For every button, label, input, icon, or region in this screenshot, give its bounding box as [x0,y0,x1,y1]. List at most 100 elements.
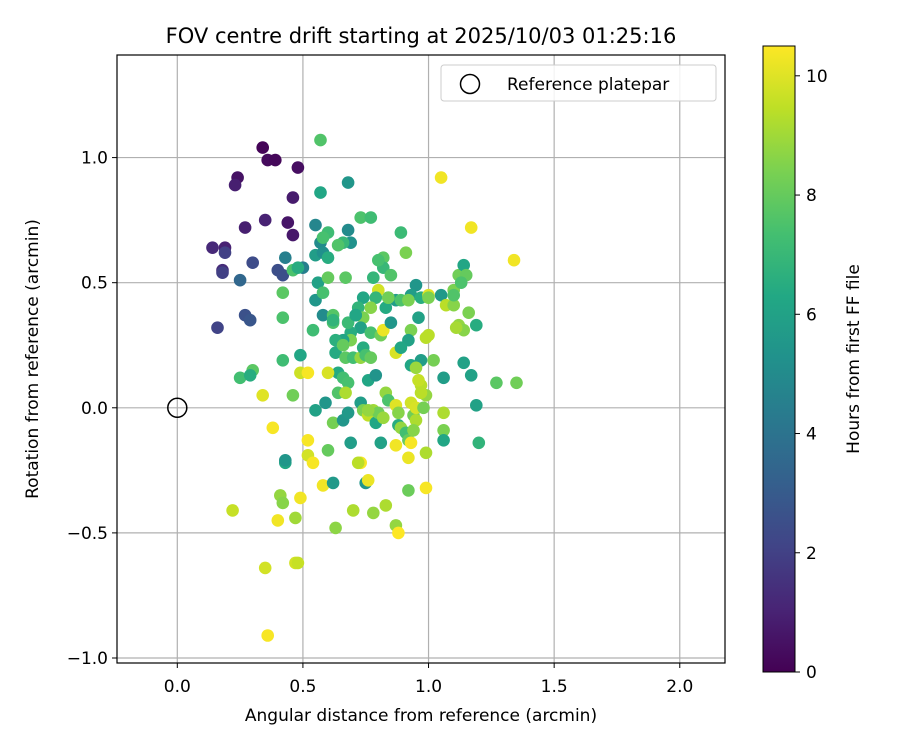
data-point [276,286,290,300]
data-point [321,444,335,457]
x-tick-label: 0.0 [164,677,191,697]
data-point [392,406,405,420]
data-point [321,366,335,380]
data-point [309,218,322,232]
data-point [216,266,229,280]
colorbar: 0 2 4 6 8 10 Hours from first FF file [762,45,864,683]
data-point [256,389,270,402]
y-tick-label: −0.5 [67,524,108,544]
data-point [462,306,476,320]
y-tick-label: 1.0 [81,149,108,169]
y-tick-label: −1.0 [67,649,108,669]
reference-platepar-marker [167,397,188,419]
data-point [354,321,368,335]
legend-marker-icon [459,73,481,95]
data-point [314,186,327,199]
data-point [367,271,380,285]
data-point [356,291,370,305]
data-point [379,499,393,512]
data-point [417,401,430,415]
data-point [218,246,232,259]
data-point [276,268,290,282]
data-point [314,133,327,147]
data-point [319,396,332,410]
data-point [470,399,483,412]
colorbar-tick-label: 10 [806,67,828,87]
reference-marker-layer [167,397,188,419]
data-point [289,511,302,525]
data-point [339,271,352,285]
data-point [306,323,320,337]
data-point [271,514,285,527]
x-tick-label: 1.0 [415,677,442,697]
data-point [409,361,423,375]
data-point [291,161,305,174]
data-point [336,338,350,352]
data-point [427,354,440,367]
data-point [419,446,433,460]
data-point [402,484,415,497]
data-point [233,273,247,287]
data-point [329,521,342,535]
data-point [437,406,450,420]
data-point [409,278,423,292]
data-point [286,389,300,402]
data-point [286,228,300,242]
data-point [447,298,461,312]
data-point [369,369,383,382]
data-point [256,141,270,154]
x-tick-label: 1.5 [541,677,568,697]
data-point [399,246,413,259]
data-point [447,288,461,302]
x-axis-label: Angular distance from reference (arcmin) [245,706,597,726]
data-point [321,271,335,285]
data-point [472,436,486,450]
data-point [412,311,425,325]
data-point [316,231,330,244]
colorbar-tick-label: 8 [806,186,817,206]
data-point [326,476,340,490]
data-point [301,366,315,380]
data-point [437,424,450,437]
data-point [291,556,305,570]
data-point [437,434,450,447]
data-point [341,406,355,420]
data-point [372,253,385,267]
data-point [301,434,315,447]
data-point [243,313,257,327]
data-point [434,288,448,302]
data-point [326,313,340,327]
data-point [394,341,408,355]
data-point [407,424,420,437]
data-point [246,256,259,270]
y-tick-label: 0.5 [81,274,108,294]
data-point [211,321,224,335]
y-axis-ticks: −1.0 −0.5 0.0 0.5 1.0 [67,149,117,669]
data-point [402,293,415,307]
data-point [379,301,393,315]
data-point [228,178,242,192]
data-point [294,491,307,505]
data-point [354,211,368,224]
data-point [266,421,280,435]
legend-label: Reference platepar [507,75,669,95]
data-point [341,376,355,390]
data-point [389,439,403,452]
data-point [404,436,418,450]
data-point [238,221,252,234]
data-point [394,226,408,239]
data-point [507,253,521,267]
colorbar-tick-label: 4 [806,425,817,445]
data-point [321,251,335,264]
data-point [276,496,290,510]
data-point [233,371,247,385]
data-point [464,369,478,382]
data-point [369,291,383,305]
data-point [226,504,239,517]
colorbar-ticks: 0 2 4 6 8 10 [795,67,828,683]
data-point [294,348,307,362]
y-axis-label: Rotation from reference (arcmin) [23,219,43,499]
data-point [464,221,478,234]
data-point [470,318,483,332]
